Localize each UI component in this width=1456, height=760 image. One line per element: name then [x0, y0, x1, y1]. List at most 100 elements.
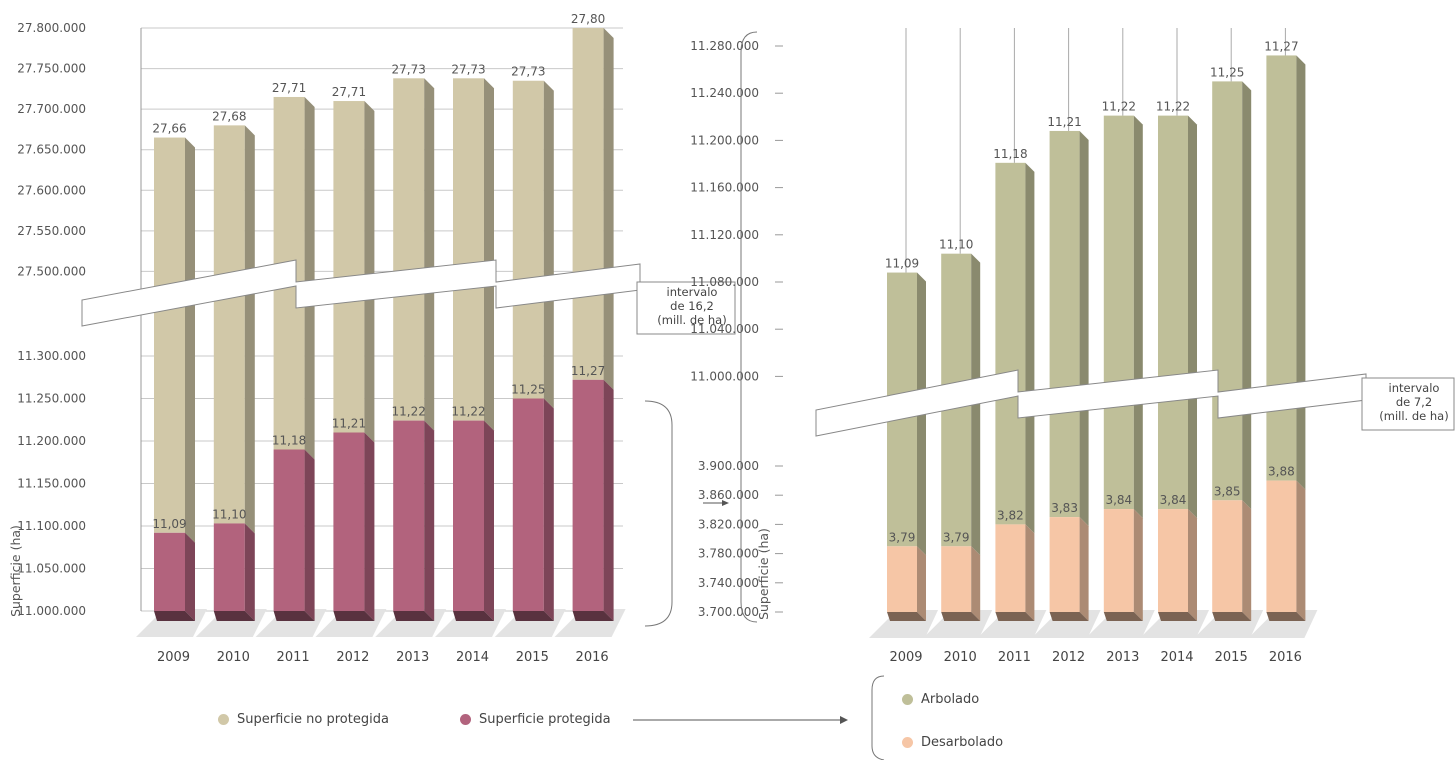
y-axis-label: Superficie (ha)	[8, 525, 23, 617]
bar-side	[1188, 509, 1197, 621]
data-label: 3,84	[1105, 493, 1132, 507]
bar-superficie-no-protegida-2013	[393, 78, 425, 421]
data-label: 11,21	[1047, 115, 1081, 129]
y-tick-label-lower: 3.780.000	[698, 547, 759, 561]
y-tick-label-lower: 11.250.000	[17, 392, 86, 406]
y-tick-label-lower: 3.900.000	[698, 459, 759, 473]
data-label: 27,71	[332, 85, 366, 99]
legend-swatch	[460, 714, 471, 725]
bar-superficie-protegida-2010	[213, 523, 245, 611]
bar-desarbolado-2015	[1212, 500, 1243, 612]
x-tick-label: 2013	[1106, 650, 1139, 665]
bar-superficie-no-protegida-2010	[213, 125, 245, 524]
legend-item-superficie-protegida: Superficie protegida	[460, 712, 611, 727]
bar-base	[1049, 612, 1089, 621]
y-tick-label-upper: 11.080.000	[690, 275, 759, 289]
legend-item-superficie-no-protegida: Superficie no protegida	[218, 712, 389, 727]
data-label: 11,27	[571, 364, 605, 378]
legend-label: Arbolado	[921, 692, 980, 707]
data-label: 27,68	[212, 109, 246, 123]
bar-side	[484, 420, 494, 621]
data-label: 11,10	[939, 238, 973, 252]
data-label: 11,18	[272, 434, 306, 448]
bar-superficie-protegida-2016	[572, 379, 604, 611]
data-label: 27,73	[451, 62, 485, 76]
y-tick-label-lower: 3.700.000	[698, 605, 759, 619]
legend-swatch	[902, 694, 913, 705]
y-tick-label-lower: 11.200.000	[17, 434, 86, 448]
bar-superficie-no-protegida-2012	[333, 101, 365, 433]
data-label: 27,73	[511, 65, 545, 79]
legend-swatch	[902, 737, 913, 748]
x-tick-label: 2010	[217, 650, 250, 665]
y-tick-label-upper: 27.750.000	[17, 62, 86, 76]
y-tick-label-upper: 11.000.000	[690, 369, 759, 383]
bar-side	[304, 96, 315, 460]
bar-side	[304, 449, 315, 621]
y-tick-label-lower: 11.000.000	[17, 604, 86, 618]
y-tick-label-lower: 11.150.000	[17, 477, 86, 491]
bar-side	[484, 78, 494, 431]
y-tick-label-upper: 27.650.000	[17, 143, 86, 157]
data-label: 11,27	[1264, 39, 1298, 53]
y-tick-label-upper: 27.800.000	[17, 21, 86, 35]
bar-side	[1079, 517, 1089, 621]
x-tick-label: 2009	[157, 650, 190, 665]
bar-side	[1242, 500, 1252, 621]
bar-arbolado-2015	[1212, 81, 1243, 501]
y-tick-label-lower: 11.050.000	[17, 562, 86, 576]
bar-base	[941, 612, 981, 621]
bar-superficie-no-protegida-2015	[512, 80, 544, 399]
bar-side	[1242, 81, 1252, 510]
break-note-text: de 7,2	[1396, 395, 1432, 409]
bar-desarbolado-2009	[887, 546, 917, 612]
y-tick-label-upper: 27.550.000	[17, 224, 86, 238]
bar-side	[364, 432, 375, 621]
data-label: 3,84	[1160, 493, 1187, 507]
x-tick-label: 2009	[889, 650, 922, 665]
bar-superficie-protegida-2009	[154, 532, 185, 611]
bar-base	[213, 611, 255, 621]
y-tick-label-upper: 27.500.000	[17, 264, 86, 278]
data-label: 3,82	[997, 508, 1024, 522]
x-tick-label: 2016	[576, 650, 609, 665]
bar-base	[393, 611, 435, 621]
legend-item-desarbolado: Desarbolado	[902, 735, 1003, 750]
bar-base	[333, 611, 375, 621]
legend-arrow-head	[840, 716, 848, 724]
x-tick-label: 2016	[1269, 650, 1302, 665]
bar-base	[1212, 612, 1252, 621]
data-label: 11,21	[332, 417, 366, 431]
y-tick-label-upper: 11.280.000	[690, 39, 759, 53]
bar-base	[1266, 612, 1306, 621]
data-label: 3,88	[1268, 465, 1295, 479]
data-label: 11,09	[152, 517, 186, 531]
bar-side	[1079, 130, 1089, 527]
data-label: 11,10	[212, 507, 246, 521]
bar-base	[512, 611, 554, 621]
data-label: 11,25	[1210, 65, 1244, 79]
break-note-text: (mill. de ha)	[657, 313, 726, 327]
bar-side	[1133, 509, 1143, 621]
break-note-text: intervalo	[1389, 381, 1440, 395]
bar-base	[273, 611, 315, 621]
break-note-box	[636, 281, 736, 335]
bar-side	[1025, 524, 1035, 621]
bar-superficie-protegida-2013	[393, 420, 425, 611]
data-label: 27,71	[272, 81, 306, 95]
bracket-right	[644, 400, 673, 627]
data-label: 27,80	[571, 12, 605, 26]
bar-side	[543, 80, 554, 409]
legend-swatch	[218, 714, 229, 725]
bar-superficie-no-protegida-2014	[453, 78, 484, 421]
bar-arbolado-2011	[995, 162, 1026, 525]
bar-side	[1188, 115, 1197, 519]
bar-arbolado-2012	[1049, 130, 1080, 518]
y-tick-label-lower: 3.860.000	[698, 488, 759, 502]
data-label: 11,25	[511, 383, 545, 397]
x-tick-label: 2012	[336, 650, 369, 665]
data-label: 27,73	[392, 62, 426, 76]
arrow-head	[722, 500, 729, 506]
bar-side	[185, 532, 195, 621]
